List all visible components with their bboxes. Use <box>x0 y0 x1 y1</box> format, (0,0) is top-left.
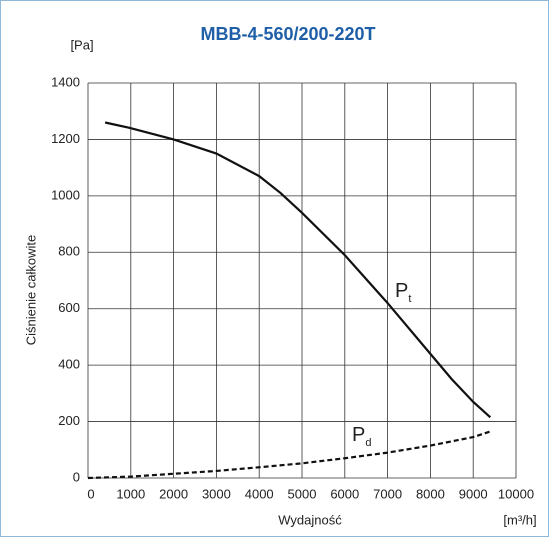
y-unit: [Pa] <box>70 37 93 52</box>
y-tick-label: 1200 <box>51 131 80 146</box>
x-tick-label: 4000 <box>245 486 274 501</box>
series-label: Pd <box>352 424 371 449</box>
y-axis-label: Ciśnienie całkowite <box>23 235 38 346</box>
y-tick-label: 800 <box>58 244 80 259</box>
x-tick-label: 6000 <box>330 486 359 501</box>
series-name: P <box>352 424 365 446</box>
x-tick-label: 9000 <box>459 486 488 501</box>
y-tick-label: 400 <box>58 357 80 372</box>
series-subscript: d <box>365 437 371 449</box>
x-tick-label: 10000 <box>498 486 534 501</box>
chart-title: MBB-4-560/200-220T <box>200 24 375 44</box>
x-tick-label: 7000 <box>373 486 402 501</box>
x-tick-label: 5000 <box>288 486 317 501</box>
x-tick-label: 3000 <box>202 486 231 501</box>
series-subscript: t <box>408 293 411 305</box>
x-unit: [m³/h] <box>503 512 536 527</box>
x-tick-label: 2000 <box>159 486 188 501</box>
y-tick-label: 600 <box>58 300 80 315</box>
y-tick-label: 1000 <box>51 187 80 202</box>
x-tick-label: 0 <box>87 486 94 501</box>
series-label: Pt <box>395 280 411 305</box>
line-series <box>87 430 491 480</box>
y-tick-label: 1400 <box>51 74 80 89</box>
x-axis-label: Wydajność <box>278 512 342 527</box>
series-name: P <box>395 280 408 302</box>
x-tick-label: 8000 <box>416 486 445 501</box>
y-tick-label: 200 <box>58 413 80 428</box>
x-tick-label: 1000 <box>116 486 145 501</box>
line-series <box>104 121 492 419</box>
y-tick-label: 0 <box>73 469 80 484</box>
